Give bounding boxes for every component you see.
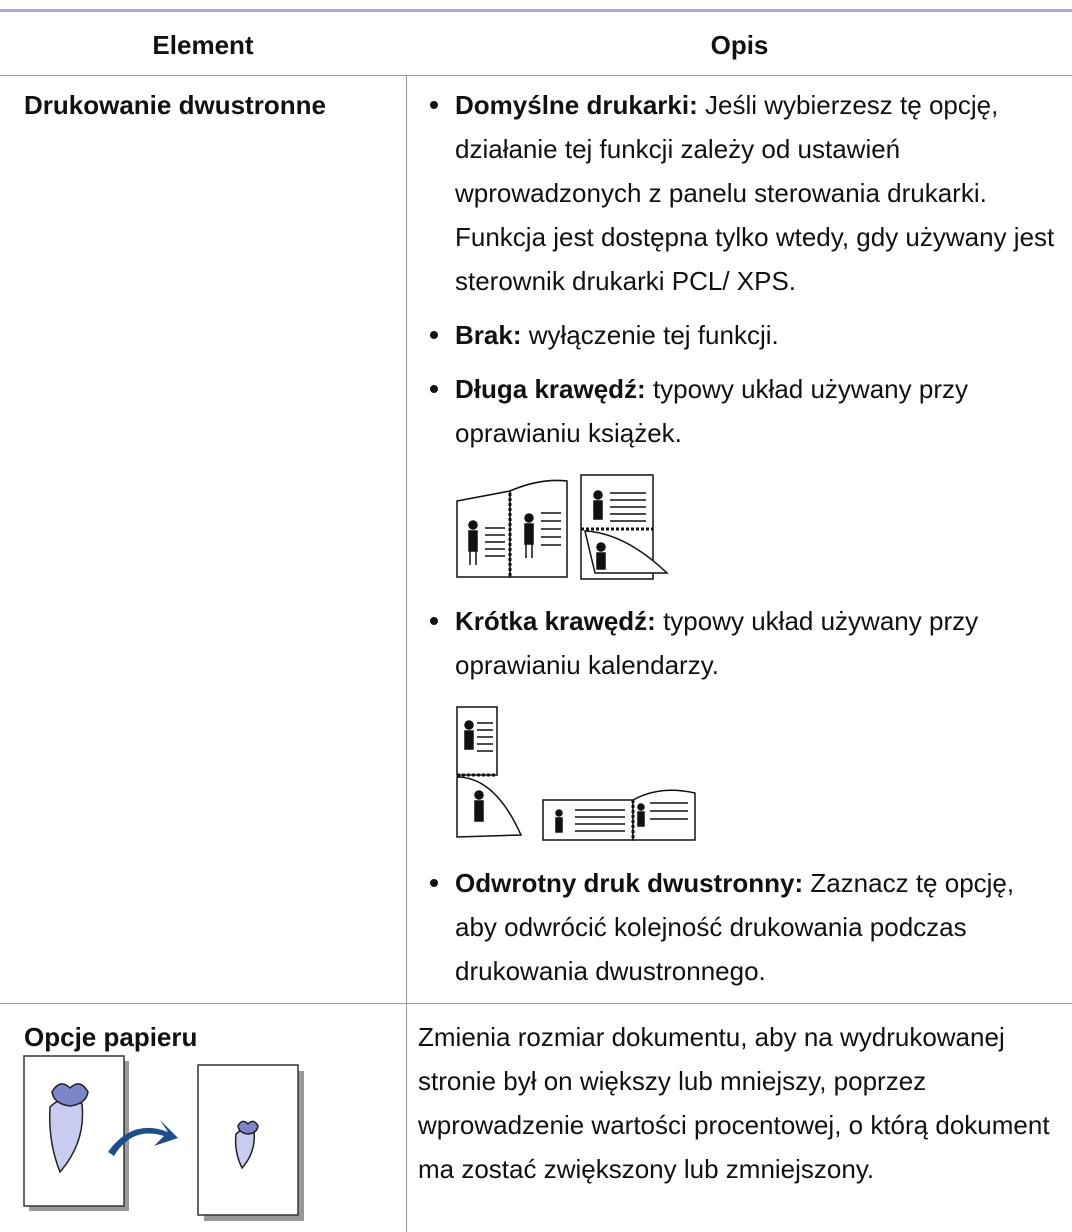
scaling-illustration bbox=[23, 1055, 304, 1221]
bullet-item: Długa krawędź: typowy układ używany przy… bbox=[430, 367, 1055, 455]
item-term: Krótka krawędź: bbox=[455, 606, 656, 636]
row-label: Drukowanie dwustronne bbox=[24, 90, 326, 120]
column-rule bbox=[406, 75, 407, 1232]
bullet-item: Odwrotny druk dwustronny: Zaznacz tę opc… bbox=[430, 861, 1055, 993]
item-text: Zaznacz tę opcję, aby odwrócić kolejność… bbox=[455, 868, 1015, 986]
header-cell: Opis bbox=[710, 30, 769, 60]
item-term: Długa krawędź: bbox=[455, 374, 646, 404]
long-edge-illustration bbox=[456, 474, 669, 580]
item-term: Brak: bbox=[455, 320, 522, 350]
top-rule bbox=[0, 9, 1072, 12]
header-cell: Element bbox=[152, 30, 254, 60]
bullet-item: Domyślne drukarki: Jeśli wybierzesz tę o… bbox=[430, 83, 1055, 303]
header-rule bbox=[0, 75, 1072, 76]
bullet-item: Brak: wyłączenie tej funkcji. bbox=[430, 313, 1055, 357]
item-text: typowy układ używany przy oprawianiu kal… bbox=[455, 606, 979, 680]
item-text: wyłączenie tej funkcji. bbox=[528, 320, 779, 350]
bullet-item: Krótka krawędź: typowy układ używany prz… bbox=[430, 599, 1055, 687]
row-label: Opcje papieru bbox=[24, 1022, 198, 1052]
description-cell: Domyślne drukarki: Jeśli wybierzesz tę o… bbox=[430, 83, 1055, 1003]
item-term: Domyślne drukarki: bbox=[455, 90, 698, 120]
short-edge-illustration bbox=[456, 706, 696, 841]
item-term: Odwrotny druk dwustronny: bbox=[455, 868, 804, 898]
row-rule bbox=[0, 1003, 1072, 1004]
description-cell: Zmienia rozmiar dokumentu, aby na wydruk… bbox=[418, 1022, 1050, 1184]
item-text: Jeśli wybierzesz tę opcję, działanie tej… bbox=[455, 90, 1055, 296]
item-text: typowy układ używany przy oprawianiu ksi… bbox=[455, 374, 968, 448]
